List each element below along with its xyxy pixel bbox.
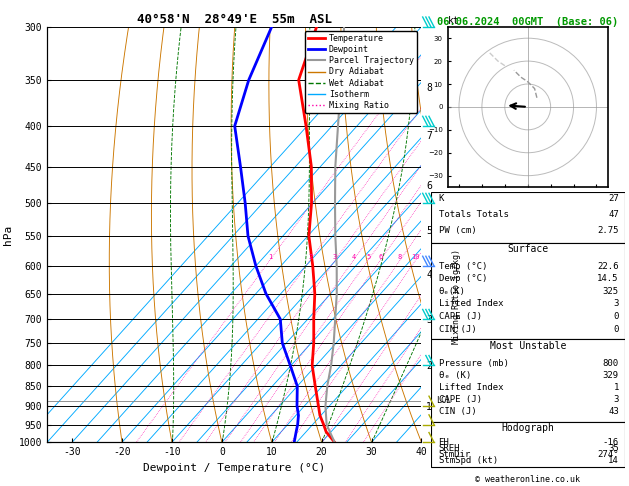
Text: 4: 4 <box>352 254 355 260</box>
X-axis label: Dewpoint / Temperature (°C): Dewpoint / Temperature (°C) <box>143 463 325 473</box>
Text: StmSpd (kt): StmSpd (kt) <box>438 456 498 465</box>
Text: 3: 3 <box>613 299 619 309</box>
Bar <box>431 422 625 467</box>
Text: PW (cm): PW (cm) <box>438 226 476 235</box>
Text: © weatheronline.co.uk: © weatheronline.co.uk <box>476 474 580 484</box>
Text: 47: 47 <box>608 210 619 219</box>
Text: Surface: Surface <box>507 244 548 254</box>
Text: Mixing Ratio (g/kg): Mixing Ratio (g/kg) <box>452 249 460 344</box>
Text: 27: 27 <box>608 194 619 203</box>
Text: K: K <box>438 194 444 203</box>
Text: 8: 8 <box>398 254 402 260</box>
Text: Lifted Index: Lifted Index <box>438 383 503 392</box>
Bar <box>431 339 625 422</box>
Y-axis label: hPa: hPa <box>3 225 13 244</box>
Text: EH: EH <box>438 438 449 448</box>
Text: 35: 35 <box>608 444 619 453</box>
Text: 10: 10 <box>411 254 420 260</box>
Text: 0: 0 <box>613 312 619 321</box>
Text: 3: 3 <box>613 395 619 404</box>
Text: 2.75: 2.75 <box>598 226 619 235</box>
Text: StmDir: StmDir <box>438 450 471 459</box>
Text: 22.6: 22.6 <box>598 262 619 271</box>
Text: Dewp (°C): Dewp (°C) <box>438 275 487 283</box>
Text: kt: kt <box>448 16 459 26</box>
Legend: Temperature, Dewpoint, Parcel Trajectory, Dry Adiabat, Wet Adiabat, Isotherm, Mi: Temperature, Dewpoint, Parcel Trajectory… <box>305 31 417 113</box>
Text: θₑ(K): θₑ(K) <box>438 287 465 296</box>
Text: CAPE (J): CAPE (J) <box>438 312 482 321</box>
Bar <box>431 243 625 339</box>
Text: Pressure (mb): Pressure (mb) <box>438 359 508 367</box>
Bar <box>431 192 625 243</box>
Text: θₑ (K): θₑ (K) <box>438 371 471 380</box>
Text: 6: 6 <box>378 254 382 260</box>
Text: 14: 14 <box>608 456 619 465</box>
Text: SREH: SREH <box>438 444 460 453</box>
Text: 1: 1 <box>613 383 619 392</box>
Text: CIN (J): CIN (J) <box>438 325 476 333</box>
Text: 325: 325 <box>603 287 619 296</box>
Text: CAPE (J): CAPE (J) <box>438 395 482 404</box>
Text: 0: 0 <box>613 325 619 333</box>
Text: 06.06.2024  00GMT  (Base: 06): 06.06.2024 00GMT (Base: 06) <box>437 17 618 27</box>
Text: 329: 329 <box>603 371 619 380</box>
Text: 43: 43 <box>608 407 619 416</box>
Text: 14.5: 14.5 <box>598 275 619 283</box>
Text: Most Unstable: Most Unstable <box>489 341 566 351</box>
Text: 274°: 274° <box>598 450 619 459</box>
Text: Temp (°C): Temp (°C) <box>438 262 487 271</box>
Text: LCL: LCL <box>437 397 452 405</box>
Text: 2: 2 <box>308 254 313 260</box>
Y-axis label: km
ASL: km ASL <box>448 235 466 256</box>
Text: 800: 800 <box>603 359 619 367</box>
Text: CIN (J): CIN (J) <box>438 407 476 416</box>
Text: 3: 3 <box>333 254 337 260</box>
Text: 1: 1 <box>268 254 272 260</box>
Text: Totals Totals: Totals Totals <box>438 210 508 219</box>
Text: -16: -16 <box>603 438 619 448</box>
Text: Hodograph: Hodograph <box>501 423 554 434</box>
Title: 40°58'N  28°49'E  55m  ASL: 40°58'N 28°49'E 55m ASL <box>136 13 332 26</box>
Text: Lifted Index: Lifted Index <box>438 299 503 309</box>
Text: 5: 5 <box>366 254 370 260</box>
